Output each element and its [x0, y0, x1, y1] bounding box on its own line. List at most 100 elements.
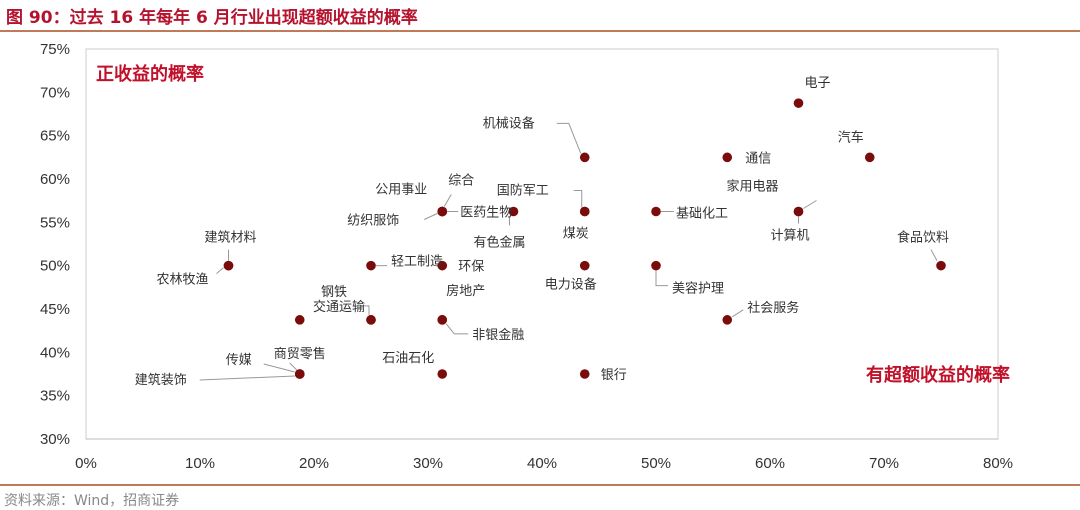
- data-point: [579, 369, 590, 379]
- point-label: 纺织服饰: [347, 214, 399, 229]
- data-point: [651, 206, 661, 217]
- point-label: 轻工制造: [391, 255, 443, 270]
- y-tick-label: 75%: [40, 41, 70, 58]
- leader-lines: [199, 122, 938, 381]
- data-point: [294, 369, 305, 379]
- point-label: 交通运输: [313, 299, 365, 315]
- data-point: [437, 206, 448, 217]
- point-label: 家用电器: [727, 179, 779, 195]
- y-tick-label: 60%: [40, 171, 70, 188]
- leader-line: [424, 213, 438, 220]
- point-label: 农林牧渔: [157, 273, 209, 288]
- point-label: 有色金属: [474, 235, 526, 251]
- data-point: [722, 315, 733, 325]
- point-label: 计算机: [771, 229, 810, 244]
- data-point: [936, 260, 946, 271]
- data-point: [579, 152, 590, 163]
- leader-line: [731, 309, 744, 318]
- leader-line: [216, 267, 224, 275]
- top-rule: [0, 30, 1080, 32]
- point-label: 国防军工: [497, 183, 549, 199]
- leader-line: [803, 200, 817, 209]
- leader-line: [445, 323, 469, 335]
- y-tick-label: 55%: [40, 214, 70, 231]
- y-axis-note: 正收益的概率: [96, 63, 204, 85]
- point-label: 综合: [448, 174, 474, 189]
- data-point: [579, 260, 590, 271]
- point-label: 石油石化: [382, 351, 434, 366]
- point-label: 电子: [805, 76, 831, 91]
- bottom-rule: [0, 484, 1080, 486]
- point-label: 社会服务: [747, 300, 799, 316]
- y-tick-label: 30%: [40, 431, 70, 448]
- leader-line: [573, 190, 583, 208]
- point-label: 食品饮料: [897, 230, 949, 246]
- plot-area: [85, 48, 999, 440]
- x-tick-label: 0%: [75, 455, 97, 472]
- y-tick-label: 70%: [40, 84, 70, 101]
- point-label: 煤炭: [563, 227, 589, 242]
- point-label: 商贸零售: [274, 346, 326, 362]
- leader-line: [263, 363, 295, 373]
- leader-line: [199, 375, 295, 381]
- leader-line: [655, 270, 668, 287]
- y-tick-label: 65%: [40, 128, 70, 145]
- point-label: 通信: [745, 151, 771, 166]
- x-tick-label: 40%: [527, 455, 557, 472]
- point-label: 建筑材料: [205, 230, 257, 246]
- y-tick-labels: 30% 35% 40% 45% 50% 55% 60% 65% 70% 75%: [40, 41, 70, 448]
- data-point: [579, 206, 590, 217]
- y-tick-label: 50%: [40, 258, 70, 275]
- x-tick-label: 50%: [641, 455, 671, 472]
- point-label: 传媒: [226, 353, 252, 368]
- x-tick-label: 10%: [185, 455, 215, 472]
- data-point: [793, 206, 804, 217]
- data-point: [366, 315, 376, 325]
- data-point: [437, 369, 448, 379]
- x-tick-labels: 0% 10% 20% 30% 40% 50% 60% 70% 80%: [75, 455, 1013, 472]
- data-point: [437, 260, 448, 271]
- point-label: 汽车: [838, 129, 864, 145]
- data-point: [366, 260, 376, 271]
- x-tick-label: 20%: [299, 455, 329, 472]
- point-label: 机械设备: [483, 115, 535, 131]
- x-tick-label: 70%: [869, 455, 899, 472]
- y-tick-label: 45%: [40, 301, 70, 318]
- leader-line: [289, 362, 298, 371]
- figure-title: 图 90：过去 16 年每年 6 月行业出现超额收益的概率: [6, 8, 418, 28]
- point-label: 美容护理: [672, 281, 724, 297]
- point-label: 环保: [458, 260, 484, 275]
- leader-line: [930, 249, 938, 261]
- data-point: [651, 260, 661, 271]
- x-tick-label: 60%: [755, 455, 785, 472]
- data-point: [793, 98, 804, 108]
- data-point: [864, 152, 875, 163]
- data-points: [223, 98, 946, 379]
- point-label: 银行: [601, 368, 627, 383]
- data-point: [437, 315, 448, 325]
- data-point: [722, 152, 733, 163]
- data-point: [223, 260, 234, 271]
- point-label: 公用事业: [375, 183, 427, 198]
- point-label: 电力设备: [545, 277, 597, 293]
- point-label: 房地产: [446, 283, 485, 299]
- data-point: [294, 315, 305, 325]
- point-label: 非银金融: [472, 327, 524, 343]
- point-label: 建筑装饰: [135, 372, 187, 388]
- data-point: [508, 206, 519, 217]
- x-tick-label: 80%: [983, 455, 1013, 472]
- leader-line: [361, 305, 370, 315]
- x-axis-note: 有超额收益的概率: [866, 364, 1010, 386]
- point-label: 医药生物: [460, 206, 512, 221]
- point-label: 钢铁: [321, 285, 347, 300]
- leader-line: [556, 122, 582, 154]
- source-note: 资料来源：Wind，招商证券: [4, 493, 180, 509]
- x-tick-label: 30%: [413, 455, 443, 472]
- point-label: 基础化工: [676, 207, 728, 222]
- leader-line: [443, 194, 452, 207]
- y-tick-label: 40%: [40, 344, 70, 361]
- y-tick-label: 35%: [40, 388, 70, 405]
